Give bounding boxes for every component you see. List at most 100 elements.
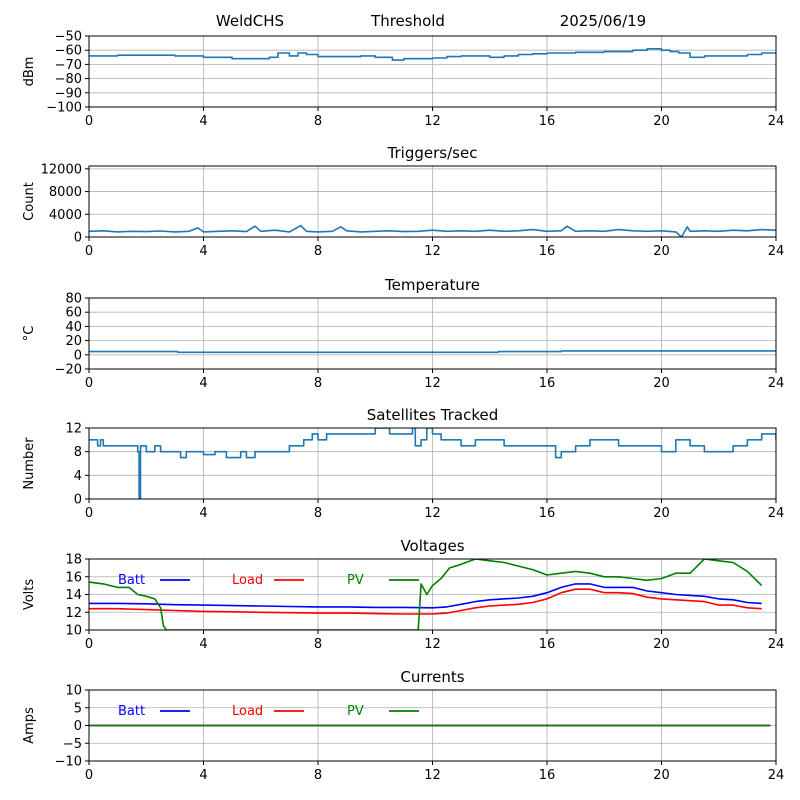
x-tick-label: 20 (653, 114, 670, 129)
y-axis-label: °C (22, 326, 37, 342)
x-tick-label: 24 (768, 244, 785, 259)
y-tick-label: 4 (74, 469, 82, 484)
y-tick-label: 12 (65, 422, 82, 437)
y-tick-label: −100 (46, 101, 82, 116)
y-tick-label: −80 (55, 72, 82, 87)
legend-label-load: Load (232, 573, 263, 588)
chart-title: Voltages (400, 537, 464, 555)
legend-label-pv: PV (347, 704, 364, 719)
x-tick-label: 24 (768, 768, 785, 783)
chart-title: Triggers/sec (387, 144, 478, 162)
x-tick-label: 4 (199, 506, 207, 521)
x-tick-label: 4 (199, 768, 207, 783)
y-axis-label: dBm (22, 57, 37, 87)
x-tick-label: 20 (653, 244, 670, 259)
x-tick-label: 16 (539, 768, 556, 783)
x-tick-label: 8 (314, 114, 322, 129)
x-tick-label: 24 (768, 506, 785, 521)
y-tick-label: 0 (74, 231, 82, 246)
y-axis-label: Volts (22, 579, 37, 611)
x-tick-label: 16 (539, 637, 556, 652)
y-tick-label: 0 (74, 493, 82, 508)
x-tick-label: 4 (199, 376, 207, 391)
x-tick-label: 20 (653, 768, 670, 783)
y-tick-label: 80 (65, 292, 82, 307)
chart-panel-2: 0 4 8 12 16 20 24 0 4000 8000 12000 Triggers/sec Cou… (22, 144, 784, 259)
x-tick-label: 16 (539, 506, 556, 521)
x-tick-label: 16 (539, 376, 556, 391)
y-tick-label: −70 (55, 58, 82, 73)
x-tick-label: 12 (424, 506, 441, 521)
x-tick-label: 0 (85, 637, 93, 652)
series-line-batt (89, 583, 762, 609)
x-tick-label: 0 (85, 114, 93, 129)
y-tick-label: 0 (74, 719, 82, 734)
x-tick-label: 8 (314, 768, 322, 783)
x-tick-label: 4 (199, 114, 207, 129)
x-tick-label: 8 (314, 376, 322, 391)
x-tick-label: 20 (653, 506, 670, 521)
y-tick-label: 5 (74, 701, 82, 716)
x-tick-label: 12 (424, 637, 441, 652)
chart-title: Currents (400, 668, 464, 686)
chart-panel-6: 0 4 8 12 16 20 24 −10 −5 0 5 10 Currents Amps Batt Load… (22, 668, 784, 783)
y-tick-label: 14 (65, 588, 82, 603)
x-tick-label: 8 (314, 637, 322, 652)
legend-label-load: Load (232, 704, 263, 719)
x-tick-label: 8 (314, 506, 322, 521)
series-line-1 (89, 48, 776, 61)
y-axis-label: Amps (22, 707, 37, 744)
y-tick-label: 18 (65, 553, 82, 568)
x-tick-label: 24 (768, 114, 785, 129)
x-tick-label: 24 (768, 376, 785, 391)
threshold-label: Threshold (370, 12, 445, 30)
y-tick-label: 0 (74, 348, 82, 363)
chart-title: Satellites Tracked (367, 406, 498, 424)
y-tick-label: 10 (65, 624, 82, 639)
legend-label-batt: Batt (118, 704, 145, 719)
y-tick-label: −50 (55, 30, 82, 45)
y-tick-label: 8 (74, 445, 82, 460)
legend-label-pv: PV (347, 573, 364, 588)
y-tick-label: 16 (65, 570, 82, 585)
y-tick-label: −60 (55, 44, 82, 59)
series-line-load (89, 588, 762, 615)
x-tick-label: 20 (653, 637, 670, 652)
x-tick-label: 0 (85, 376, 93, 391)
y-tick-label: −5 (63, 737, 82, 752)
y-tick-label: −90 (55, 86, 82, 101)
x-tick-label: 0 (85, 244, 93, 259)
x-tick-label: 0 (85, 768, 93, 783)
chart-panel-4: 0 4 8 12 16 20 24 0 4 8 12 Satellites Tracked Number (22, 406, 784, 521)
y-tick-label: −20 (55, 363, 82, 378)
x-tick-label: 20 (653, 376, 670, 391)
y-axis-label: Number (22, 437, 37, 490)
y-tick-label: 12000 (41, 162, 82, 177)
report-date: 2025/06/19 (560, 12, 646, 30)
y-tick-label: −10 (55, 755, 82, 770)
series-line-1 (89, 350, 776, 354)
x-tick-label: 12 (424, 114, 441, 129)
legend-label-batt: Batt (118, 573, 145, 588)
x-tick-label: 0 (85, 506, 93, 521)
x-tick-label: 12 (424, 376, 441, 391)
y-tick-label: 4000 (49, 208, 82, 223)
y-tick-label: 12 (65, 606, 82, 621)
chart-panel-1: 0 4 8 12 16 20 24 −100−90−80−70−60−50 dBm (22, 30, 784, 130)
chart-title: Temperature (384, 276, 480, 294)
x-tick-label: 12 (424, 768, 441, 783)
series-line-1 (89, 224, 776, 237)
y-tick-label: 60 (65, 306, 82, 321)
x-tick-label: 16 (539, 114, 556, 129)
x-tick-label: 24 (768, 637, 785, 652)
series-line-1 (89, 428, 776, 499)
chart-panel-5: 0 4 8 12 16 20 24 10 12 14 16 18 Voltages Volts Batt Lo… (22, 537, 784, 652)
x-tick-label: 4 (199, 244, 207, 259)
x-tick-label: 12 (424, 244, 441, 259)
x-tick-label: 4 (199, 637, 207, 652)
y-tick-label: 8000 (49, 185, 82, 200)
y-axis-label: Count (22, 182, 37, 221)
